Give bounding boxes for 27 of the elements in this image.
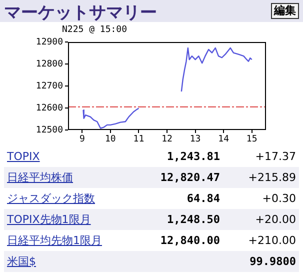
x-tick-label: 9 xyxy=(79,134,85,145)
text: N225 @ 15:00 xyxy=(62,25,128,35)
text: +210.00 xyxy=(247,233,297,249)
x-tick-label: 11 xyxy=(133,134,144,145)
chart-title: マーケットサマリー xyxy=(4,2,157,24)
y-tick-label: 12700 xyxy=(36,81,63,92)
x-tick-label: 13 xyxy=(190,134,201,145)
x-tick-label: 15 xyxy=(246,134,258,145)
x-tick-label: 10 xyxy=(105,134,116,145)
text: +17.37 xyxy=(254,149,297,165)
y-tick-label: 12600 xyxy=(36,103,63,114)
category-label: TOPIX xyxy=(7,150,40,163)
category-label: 日経平均先物1限月 xyxy=(7,234,102,247)
y-tick-label: 12800 xyxy=(36,59,63,70)
text: 64.84 xyxy=(186,191,221,207)
text: 12,840.00 xyxy=(159,233,221,249)
text: 1,243.81 xyxy=(166,149,221,165)
text: +0.30 xyxy=(261,191,297,207)
x-tick-label: 12 xyxy=(162,134,172,145)
y-tick-label: 12900 xyxy=(36,37,63,48)
text: 編集 xyxy=(271,3,299,19)
category-label: TOPIX先物1限月 xyxy=(7,213,91,226)
category-label: 日経平均株価 xyxy=(7,171,73,184)
category-label: 米国$ xyxy=(7,255,36,268)
category-label: ジャスダック指数 xyxy=(7,192,95,205)
x-tick-label: 14 xyxy=(218,134,229,145)
y-tick-label: 12500 xyxy=(36,125,63,136)
